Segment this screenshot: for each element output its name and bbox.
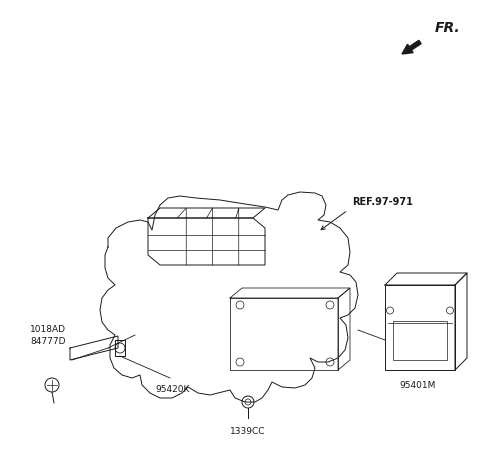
Text: 1339CC: 1339CC — [230, 428, 266, 437]
Bar — [385, 285, 455, 370]
Text: 84777D: 84777D — [30, 337, 65, 346]
Text: 1018AD: 1018AD — [30, 326, 66, 335]
Text: 95401M: 95401M — [400, 381, 436, 390]
FancyArrow shape — [402, 40, 421, 54]
Text: REF.97-971: REF.97-971 — [352, 197, 413, 207]
Text: FR.: FR. — [435, 21, 461, 35]
Text: 95420K: 95420K — [155, 385, 190, 394]
Bar — [393, 321, 447, 360]
